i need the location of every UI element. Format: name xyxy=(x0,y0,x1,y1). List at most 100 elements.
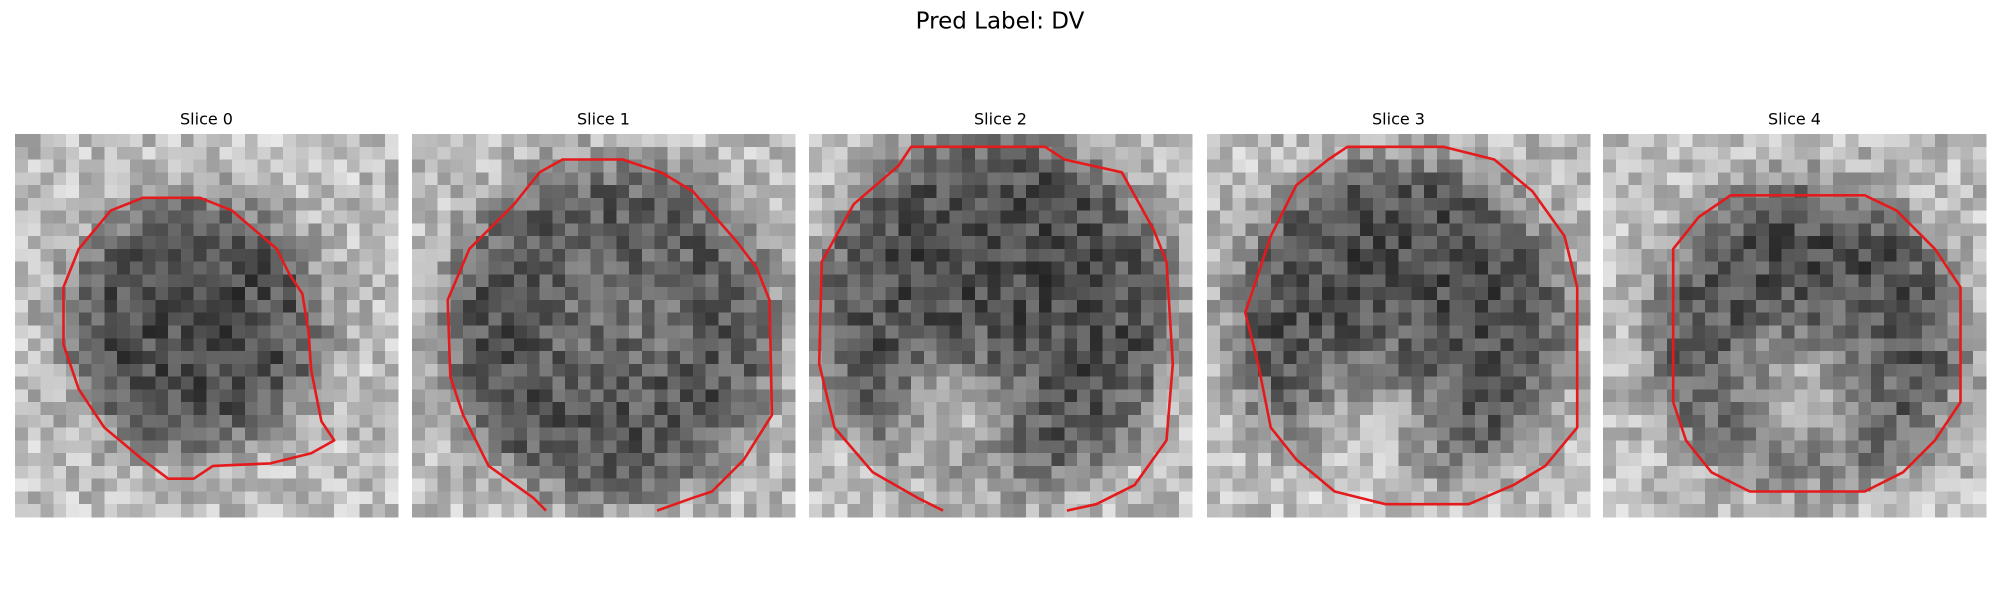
pixel xyxy=(1140,363,1155,378)
pixel xyxy=(526,299,541,314)
pixel xyxy=(168,478,182,492)
pixel xyxy=(15,146,29,161)
pixel xyxy=(1360,197,1374,212)
pixel xyxy=(809,402,823,416)
pixel xyxy=(1013,465,1027,480)
pixel xyxy=(1896,287,1910,301)
pixel xyxy=(1896,453,1910,467)
pixel xyxy=(1820,491,1834,505)
pixel xyxy=(15,299,29,314)
pixel xyxy=(1615,504,1630,518)
pixel xyxy=(1140,172,1155,186)
pixel xyxy=(565,261,579,275)
pixel xyxy=(257,159,271,173)
pixel xyxy=(1871,504,1885,518)
pixel xyxy=(1794,453,1808,467)
pixel xyxy=(1794,338,1808,352)
pixel xyxy=(1538,197,1553,212)
pixel xyxy=(1832,363,1847,378)
pixel xyxy=(1140,389,1155,403)
pixel xyxy=(1768,223,1783,237)
pixel xyxy=(1360,325,1374,339)
pixel xyxy=(552,504,566,518)
pixel xyxy=(949,299,963,314)
pixel xyxy=(117,185,131,199)
pixel xyxy=(1385,465,1399,480)
pixel xyxy=(1960,338,1974,352)
pixel xyxy=(923,312,938,326)
pixel xyxy=(1026,312,1040,326)
pixel xyxy=(270,287,284,301)
pixel xyxy=(654,427,668,441)
pixel xyxy=(1832,453,1847,467)
pixel xyxy=(898,440,912,454)
pixel xyxy=(1398,299,1412,314)
pixel xyxy=(1179,185,1193,199)
pixel xyxy=(168,248,182,263)
pixel xyxy=(1411,440,1425,454)
pixel xyxy=(1500,159,1514,173)
pixel xyxy=(809,440,823,454)
pixel xyxy=(1871,440,1885,454)
pixel xyxy=(1692,465,1706,480)
pixel xyxy=(142,146,156,161)
pixel xyxy=(872,223,887,237)
pixel xyxy=(1641,338,1655,352)
pixel xyxy=(424,159,439,173)
pixel xyxy=(1615,491,1630,505)
pixel xyxy=(1232,402,1246,416)
pixel xyxy=(1411,236,1425,250)
pixel xyxy=(1896,223,1910,237)
pixel xyxy=(641,427,656,441)
pixel xyxy=(78,210,93,224)
pixel xyxy=(1717,389,1732,403)
pixel xyxy=(1385,351,1399,365)
pixel xyxy=(911,427,925,441)
pixel xyxy=(1309,465,1323,480)
pixel xyxy=(1717,427,1732,441)
pixel xyxy=(1794,465,1808,480)
pixel xyxy=(1820,146,1834,161)
pixel xyxy=(1232,210,1246,224)
pixel xyxy=(1564,363,1578,378)
pixel xyxy=(1654,389,1668,403)
pixel xyxy=(1871,274,1885,288)
pixel xyxy=(603,363,617,378)
pixel xyxy=(1551,134,1565,148)
pixel xyxy=(1603,261,1617,275)
pixel xyxy=(359,312,373,326)
pixel xyxy=(526,504,541,518)
pixel xyxy=(898,312,912,326)
pixel xyxy=(1781,376,1795,390)
pixel xyxy=(1245,146,1259,161)
pixel xyxy=(91,389,105,403)
pixel xyxy=(1207,274,1221,288)
pixel xyxy=(27,414,42,429)
pixel xyxy=(936,389,950,403)
pixel xyxy=(641,223,656,237)
pixel xyxy=(539,402,553,416)
pixel xyxy=(372,325,386,339)
pixel xyxy=(756,172,770,186)
pixel xyxy=(257,185,271,199)
pixel xyxy=(91,338,105,352)
pixel xyxy=(1026,427,1040,441)
pixel xyxy=(705,159,719,173)
pixel xyxy=(1321,274,1336,288)
pixel xyxy=(1270,402,1285,416)
pixel xyxy=(257,465,271,480)
pixel xyxy=(514,299,528,314)
pixel xyxy=(1807,172,1821,186)
pixel xyxy=(1089,504,1104,518)
pixel xyxy=(974,440,989,454)
pixel xyxy=(129,465,144,480)
pixel xyxy=(15,491,29,505)
pixel xyxy=(475,299,490,314)
pixel xyxy=(1360,299,1374,314)
pixel xyxy=(936,185,950,199)
pixel xyxy=(1858,453,1872,467)
pixel xyxy=(1102,287,1116,301)
pixel xyxy=(1500,223,1514,237)
pixel xyxy=(1858,159,1872,173)
pixel xyxy=(450,453,464,467)
